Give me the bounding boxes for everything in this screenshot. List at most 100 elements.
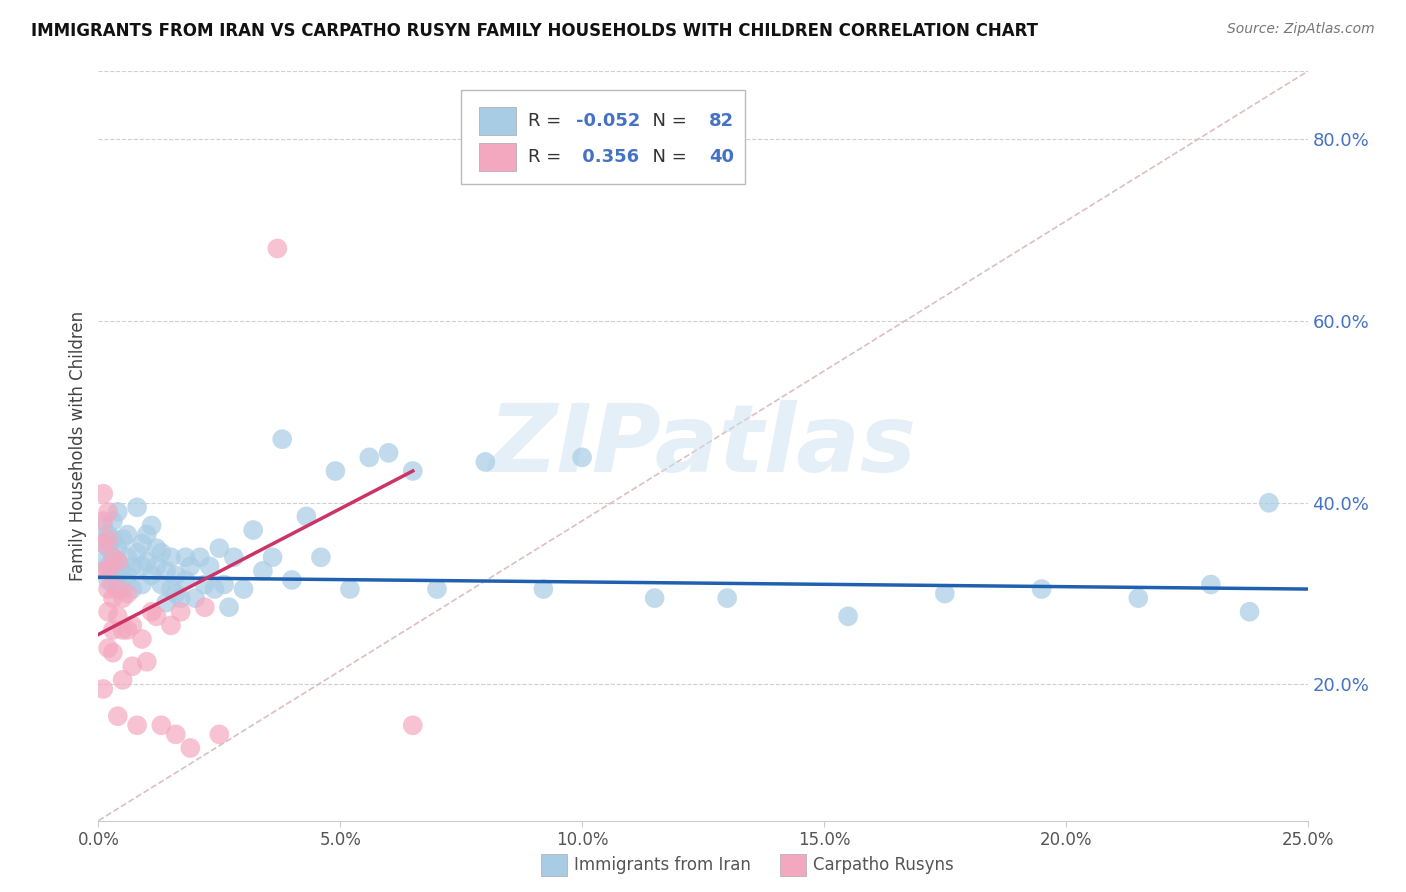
Point bbox=[232, 582, 254, 596]
Point bbox=[107, 709, 129, 723]
Point bbox=[91, 518, 114, 533]
Point bbox=[359, 450, 381, 465]
Point bbox=[145, 609, 167, 624]
Bar bbox=[479, 143, 516, 171]
Point bbox=[127, 500, 149, 515]
Point bbox=[135, 527, 157, 541]
Point bbox=[91, 514, 114, 528]
Point bbox=[117, 568, 139, 582]
Point bbox=[208, 727, 231, 741]
Point bbox=[150, 546, 173, 560]
Point bbox=[222, 550, 245, 565]
Point bbox=[571, 450, 593, 465]
Point bbox=[1128, 591, 1150, 606]
Point bbox=[160, 618, 183, 632]
Point bbox=[281, 573, 304, 587]
Point bbox=[141, 568, 163, 582]
Point bbox=[101, 591, 124, 606]
Point bbox=[141, 605, 163, 619]
Point bbox=[101, 623, 124, 637]
Text: ZIPatlas: ZIPatlas bbox=[489, 400, 917, 492]
Text: Source: ZipAtlas.com: Source: ZipAtlas.com bbox=[1227, 22, 1375, 37]
Point bbox=[188, 550, 211, 565]
Point bbox=[212, 577, 235, 591]
Point bbox=[101, 646, 124, 660]
Point bbox=[91, 486, 114, 500]
Point bbox=[111, 532, 134, 546]
Point bbox=[716, 591, 738, 606]
Point bbox=[262, 550, 284, 565]
Point bbox=[474, 455, 496, 469]
Point bbox=[97, 564, 120, 578]
Point bbox=[127, 546, 149, 560]
Point bbox=[101, 550, 124, 565]
Text: -0.052: -0.052 bbox=[576, 112, 640, 130]
Point bbox=[426, 582, 449, 596]
Point bbox=[169, 591, 191, 606]
Point bbox=[97, 559, 120, 574]
Point bbox=[194, 577, 217, 591]
Point bbox=[101, 564, 124, 578]
Point bbox=[101, 550, 124, 565]
Point bbox=[97, 527, 120, 541]
Point bbox=[194, 600, 217, 615]
Point bbox=[101, 532, 124, 546]
Point bbox=[218, 600, 240, 615]
Point bbox=[91, 555, 114, 569]
Point bbox=[402, 718, 425, 732]
Point bbox=[1257, 496, 1279, 510]
Point bbox=[131, 559, 153, 574]
Point bbox=[131, 577, 153, 591]
Point bbox=[165, 586, 187, 600]
Text: IMMIGRANTS FROM IRAN VS CARPATHO RUSYN FAMILY HOUSEHOLDS WITH CHILDREN CORRELATI: IMMIGRANTS FROM IRAN VS CARPATHO RUSYN F… bbox=[31, 22, 1038, 40]
Text: N =: N = bbox=[641, 148, 693, 166]
FancyBboxPatch shape bbox=[461, 90, 745, 184]
Point bbox=[97, 505, 120, 519]
Point bbox=[155, 564, 177, 578]
Point bbox=[1199, 577, 1222, 591]
Point bbox=[266, 242, 288, 256]
Point bbox=[107, 568, 129, 582]
Point bbox=[91, 536, 114, 550]
Point bbox=[91, 564, 114, 578]
Point bbox=[121, 659, 143, 673]
Point bbox=[150, 718, 173, 732]
Point bbox=[160, 550, 183, 565]
Point bbox=[339, 582, 361, 596]
Point bbox=[91, 681, 114, 696]
Point bbox=[271, 432, 294, 446]
Point bbox=[107, 541, 129, 556]
Point bbox=[101, 514, 124, 528]
Point bbox=[165, 568, 187, 582]
Point bbox=[208, 541, 231, 556]
Text: Carpatho Rusyns: Carpatho Rusyns bbox=[813, 856, 953, 874]
Point bbox=[107, 555, 129, 569]
Point bbox=[131, 632, 153, 646]
Point bbox=[204, 582, 226, 596]
Point bbox=[117, 550, 139, 565]
Point bbox=[141, 518, 163, 533]
Y-axis label: Family Households with Children: Family Households with Children bbox=[69, 311, 87, 581]
Point bbox=[1031, 582, 1053, 596]
Point bbox=[179, 559, 201, 574]
Point bbox=[111, 582, 134, 596]
Point bbox=[1239, 605, 1261, 619]
Bar bbox=[479, 106, 516, 135]
Point bbox=[295, 509, 318, 524]
Point bbox=[402, 464, 425, 478]
Text: 0.356: 0.356 bbox=[576, 148, 640, 166]
Point bbox=[145, 541, 167, 556]
Point bbox=[121, 618, 143, 632]
Point bbox=[117, 527, 139, 541]
Point bbox=[111, 591, 134, 606]
Point bbox=[101, 577, 124, 591]
Text: 82: 82 bbox=[709, 112, 734, 130]
Point bbox=[377, 446, 399, 460]
Point bbox=[111, 673, 134, 687]
Point bbox=[135, 655, 157, 669]
Point bbox=[97, 605, 120, 619]
Point bbox=[934, 586, 956, 600]
Point bbox=[150, 577, 173, 591]
Point bbox=[309, 550, 332, 565]
Point bbox=[325, 464, 347, 478]
